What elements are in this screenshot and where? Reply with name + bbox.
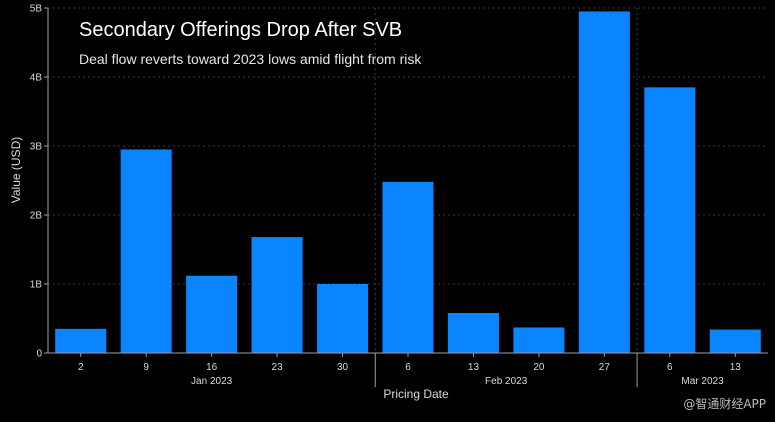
y-tick-label-0: 0	[36, 349, 42, 360]
x-tick-label-4: 23	[272, 362, 284, 373]
x-tick-label-1: 2	[78, 362, 84, 373]
bar-9	[578, 11, 630, 353]
month-label-3: Mar 2023	[681, 376, 724, 387]
month-labels: Jan 2023 Feb 2023 Mar 2023	[191, 376, 724, 387]
bar-11	[709, 329, 761, 353]
x-tick-label-6: 6	[405, 362, 411, 373]
bar-2	[120, 149, 172, 353]
y-axis-label: Value (USD)	[9, 137, 23, 203]
bar-4	[251, 237, 303, 353]
bar-10	[644, 87, 696, 353]
bar-3	[186, 275, 238, 353]
x-tick-label-8: 20	[533, 362, 545, 373]
chart-title: Secondary Offerings Drop After SVB	[79, 19, 402, 41]
bar-1	[55, 328, 107, 353]
x-axis-label: Pricing Date	[383, 387, 449, 401]
bar-6	[382, 181, 434, 353]
month-label-2: Feb 2023	[485, 376, 528, 387]
x-tick-label-3: 16	[206, 362, 218, 373]
bar-5	[317, 284, 369, 353]
y-tick-label-2B: 2B	[30, 211, 43, 222]
y-tick-label-1B: 1B	[30, 280, 43, 291]
y-tick-label-3B: 3B	[30, 142, 43, 153]
x-tick-label-9: 27	[599, 362, 611, 373]
x-tick-label-5: 30	[337, 362, 349, 373]
month-dividers	[374, 8, 638, 387]
y-tick-label-4B: 4B	[30, 73, 43, 84]
x-tick-label-7: 13	[468, 362, 480, 373]
x-tick-label-2: 9	[143, 362, 149, 373]
y-tick-label-5B: 5B	[30, 4, 43, 15]
watermark: @智通财经APP	[683, 396, 766, 411]
bars	[55, 11, 761, 353]
x-ticks: 2 9 16 23 30 6 13 20 27 6 13	[78, 353, 741, 373]
chart-subtitle: Deal flow reverts toward 2023 lows amid …	[79, 51, 422, 67]
x-tick-label-10: 6	[667, 362, 673, 373]
x-tick-label-11: 13	[730, 362, 742, 373]
y-ticks: 0 1B 2B 3B 4B 5B	[30, 4, 48, 360]
month-label-1: Jan 2023	[191, 376, 233, 387]
bar-8	[513, 327, 565, 353]
bar-7	[447, 312, 499, 353]
